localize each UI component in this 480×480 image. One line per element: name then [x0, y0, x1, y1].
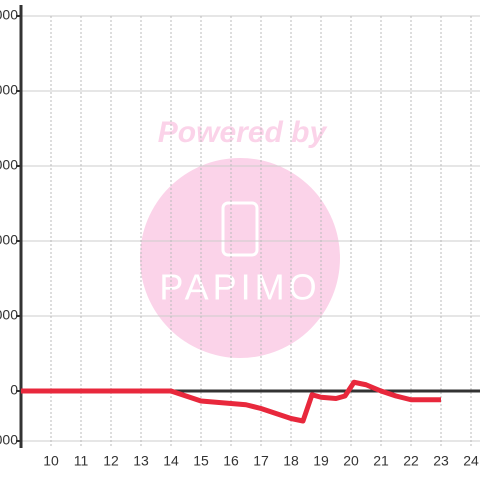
y-tick-label: 90,000 [0, 157, 18, 173]
x-tick-label: 18 [283, 453, 299, 469]
x-tick-label: 16 [223, 453, 239, 469]
x-tick-label: 22 [403, 453, 419, 469]
y-tick-label: 150,000 [0, 7, 18, 23]
x-tick-label: 19 [313, 453, 329, 469]
y-tick-label: -20,000 [0, 432, 18, 448]
x-tick-label: 17 [253, 453, 269, 469]
x-tick-label: 24 [463, 453, 479, 469]
watermark-text: Powered by [158, 116, 328, 149]
y-tick-label: 30,000 [0, 307, 18, 323]
x-tick-label: 20 [343, 453, 359, 469]
watermark-logo: PAPIMO [159, 267, 320, 308]
watermark-icon [221, 201, 259, 257]
x-tick-label: 14 [163, 453, 179, 469]
y-tick-label: 0 [10, 382, 18, 398]
data-line [21, 379, 441, 424]
x-tick-label: 15 [193, 453, 209, 469]
x-tick-label: 10 [43, 453, 59, 469]
y-tick-label: 60,000 [0, 232, 18, 248]
watermark-circle [140, 158, 340, 358]
x-tick-label: 11 [74, 453, 89, 469]
x-tick-label: 21 [373, 453, 389, 469]
x-tick-label: 13 [133, 453, 149, 469]
y-tick-label: 120,000 [0, 82, 18, 98]
x-tick-label: 12 [103, 453, 119, 469]
x-tick-label: 23 [433, 453, 449, 469]
